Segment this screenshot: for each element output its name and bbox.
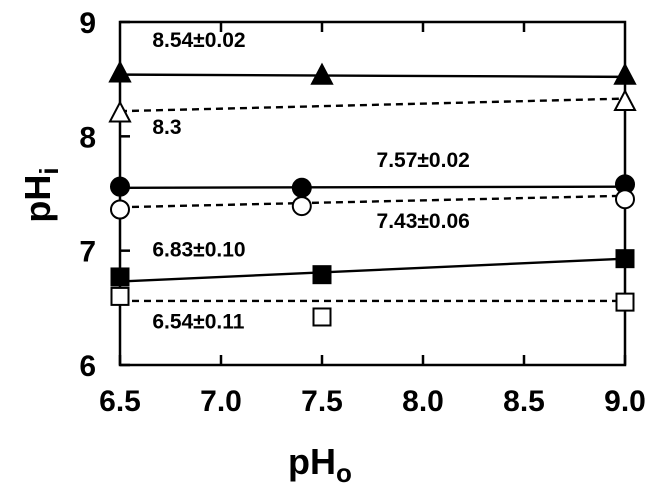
marker-filled-triangle [310, 62, 334, 85]
x-axis-title-main: pH [288, 441, 336, 482]
x-tick-label: 8.5 [503, 385, 545, 418]
y-tick-label: 8 [79, 121, 96, 154]
marker-open-square [615, 292, 635, 312]
marker-filled-circle [291, 177, 312, 198]
marker-open-triangle [613, 88, 637, 112]
y-ticks: 6 7 8 9 [79, 7, 130, 383]
annotation-label: 6.83±0.10 [152, 238, 245, 261]
marker-filled-circle [110, 176, 130, 197]
fit-lines [119, 73, 626, 303]
marker-open-square [312, 307, 332, 327]
marker-filled-triangle [108, 60, 132, 83]
x-axis-title: pHo [288, 441, 352, 488]
fit-line-filled-triangle [119, 73, 626, 79]
x-tick-label: 7.0 [200, 385, 242, 418]
marker-filled-square [312, 265, 332, 285]
annotation-label: 7.57±0.02 [377, 149, 470, 172]
marker-open-circle [291, 196, 312, 217]
annotation-label: 8.54±0.02 [152, 29, 245, 52]
marker-open-circle [110, 199, 130, 220]
annotation-label: 7.43±0.06 [377, 210, 470, 233]
data-markers [108, 60, 637, 327]
fit-line-open-triangle [119, 97, 626, 113]
annotation-label: 8.3 [152, 116, 181, 139]
y-axis-title-main: pH [17, 175, 58, 223]
annotation-label: 6.54±0.11 [152, 310, 244, 333]
fit-line-filled-square [119, 257, 626, 283]
annotations: 8.54±0.02 8.3 7.57±0.02 7.43±0.06 6.83±0.10 6… [152, 29, 470, 333]
marker-filled-triangle [613, 62, 637, 85]
y-tick-label: 9 [79, 7, 96, 40]
y-axis-title: pHi [17, 167, 64, 222]
marker-open-square [110, 286, 130, 306]
marker-open-circle [615, 189, 635, 210]
y-tick-label: 7 [79, 236, 96, 269]
marker-filled-square [615, 249, 635, 269]
fit-line-filled-circle [119, 185, 626, 189]
x-tick-label: 6.5 [99, 385, 141, 418]
x-ticks: 6.5 7.0 7.5 8.0 8.5 9.0 [99, 22, 646, 418]
marker-filled-square [110, 267, 130, 287]
fit-line-open-circle [119, 194, 626, 209]
marker-open-triangle [108, 100, 132, 123]
x-tick-label: 9.0 [604, 385, 646, 418]
x-tick-label: 8.0 [402, 385, 444, 418]
y-tick-label: 6 [79, 350, 96, 383]
x-axis-title-sub: o [336, 458, 352, 488]
y-axis-title-sub: i [34, 167, 64, 174]
x-tick-label: 7.5 [301, 385, 343, 418]
